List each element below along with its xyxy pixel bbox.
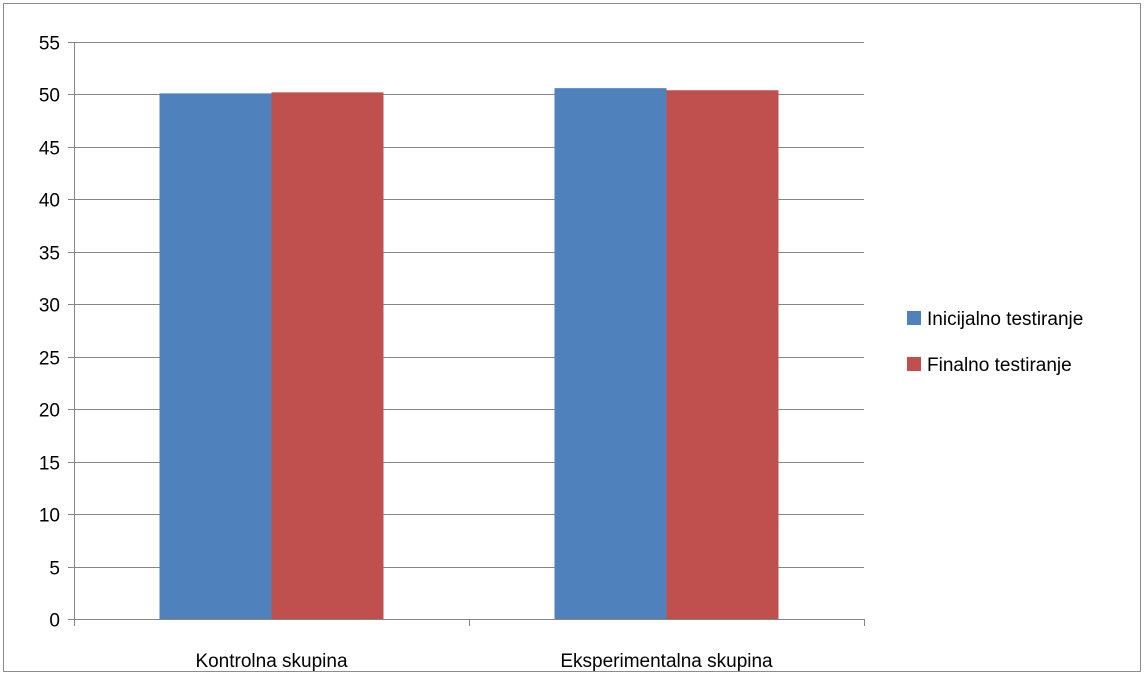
x-tick-label: Kontrolna skupina — [195, 651, 348, 672]
axes — [68, 42, 865, 626]
legend: Inicijalno testiranje Finalno testiranje — [907, 309, 1083, 376]
y-tick-labels: 0 5 10 15 20 25 30 35 40 45 50 55 — [39, 34, 60, 632]
y-tick-label: 55 — [39, 34, 60, 55]
x-tick-label: Eksperimentalna skupina — [560, 651, 773, 672]
legend-swatch — [907, 357, 921, 371]
bars — [159, 88, 779, 619]
legend-label: Finalno testiranje — [927, 355, 1072, 376]
y-tick-label: 15 — [39, 454, 60, 475]
y-tick-label: 25 — [39, 349, 60, 370]
bar-finalno-0 — [271, 92, 384, 619]
x-tick-labels: Kontrolna skupina Eksperimentalna skupina — [195, 651, 773, 672]
bar-inicijalno-0 — [159, 93, 272, 619]
legend-swatch — [907, 311, 921, 325]
legend-label: Inicijalno testiranje — [927, 309, 1083, 330]
y-tick-label: 0 — [49, 611, 60, 632]
y-tick-label: 45 — [39, 139, 60, 160]
y-tick-label: 50 — [39, 86, 60, 107]
y-tick-label: 20 — [39, 401, 60, 422]
y-tick-label: 35 — [39, 244, 60, 265]
y-tick-label: 30 — [39, 296, 60, 317]
y-tick-label: 10 — [39, 506, 60, 527]
bar-finalno-1 — [666, 90, 779, 619]
y-tick-label: 5 — [49, 559, 60, 580]
bar-inicijalno-1 — [554, 88, 667, 619]
y-tick-label: 40 — [39, 191, 60, 212]
